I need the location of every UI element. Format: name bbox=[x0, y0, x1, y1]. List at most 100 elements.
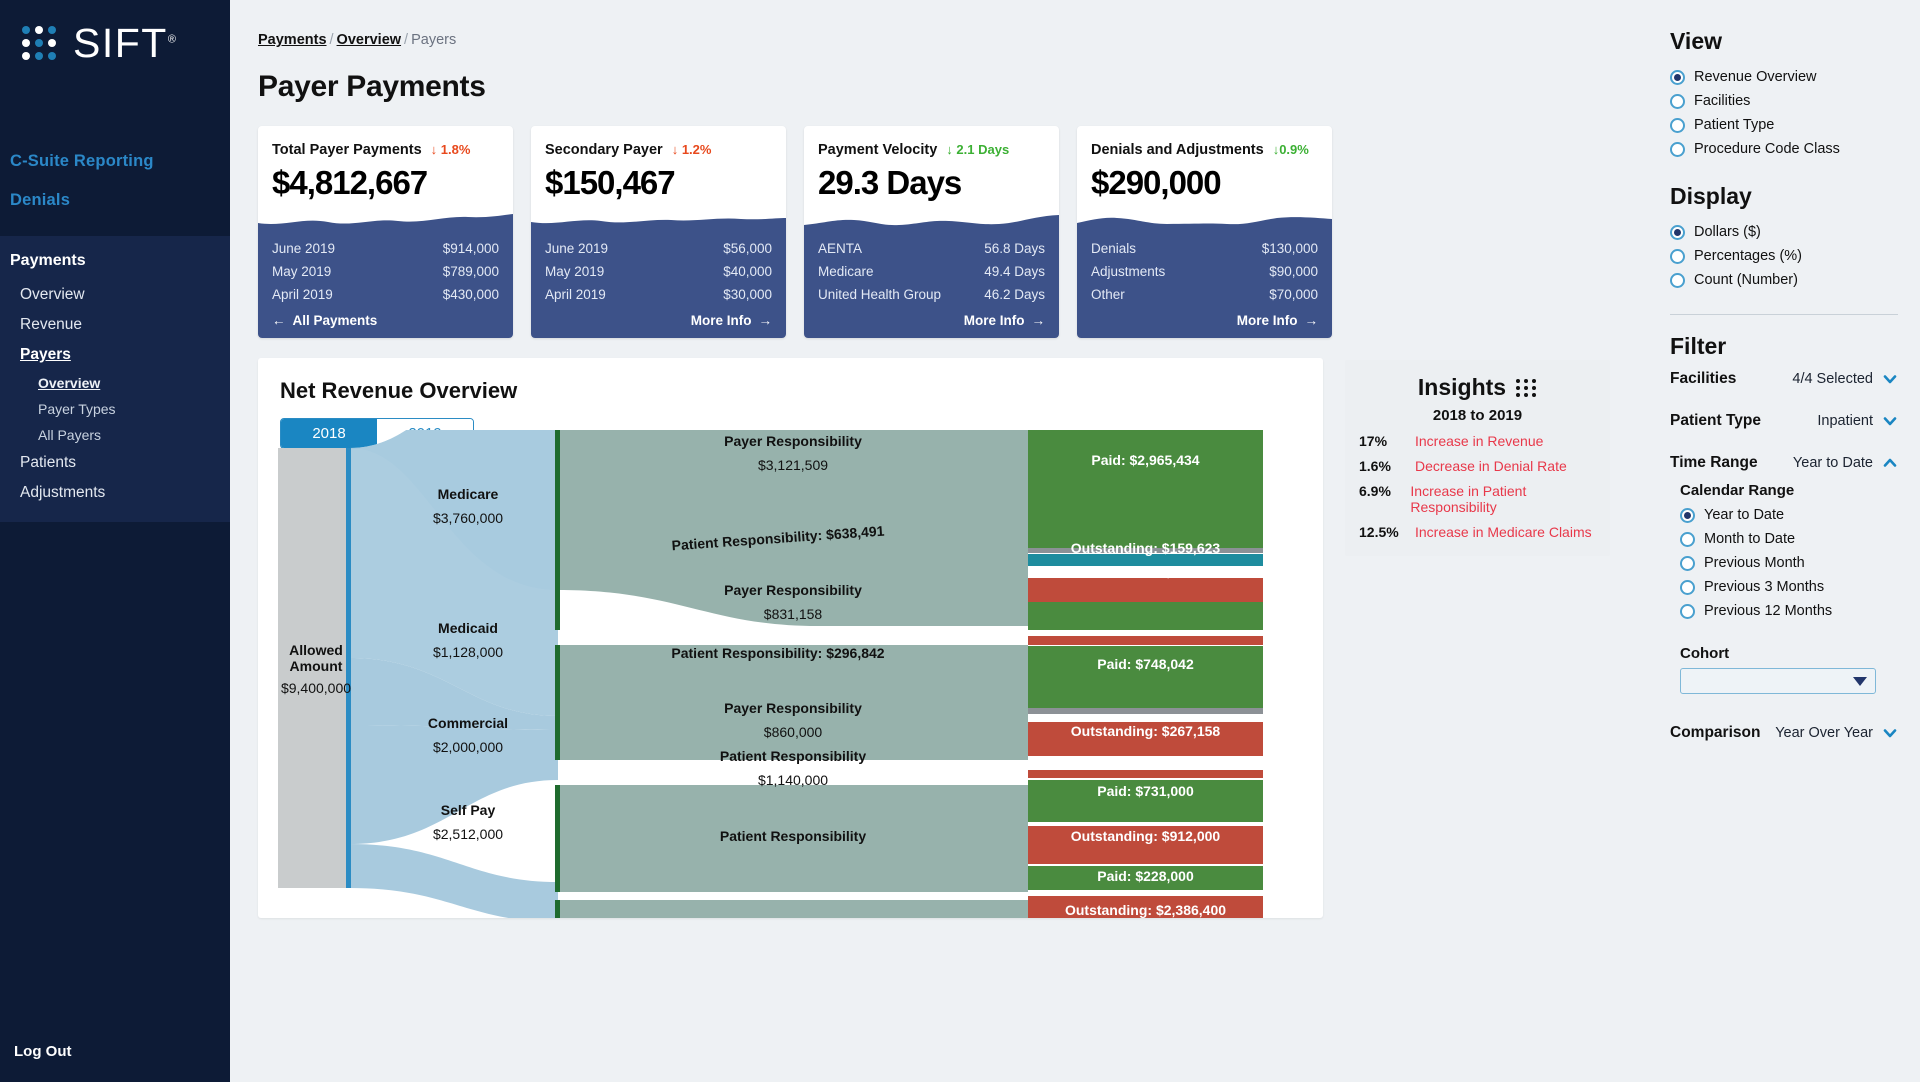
chevron-down-icon[interactable] bbox=[1882, 725, 1898, 741]
chevron-down-icon[interactable] bbox=[1882, 413, 1898, 429]
breadcrumb-overview[interactable]: Overview bbox=[336, 32, 402, 48]
sidebar-item-denials[interactable]: Denials bbox=[10, 191, 71, 209]
more-info-link[interactable]: More Info → bbox=[1236, 313, 1318, 328]
sankey-label-patient-resp-medicaid: Patient Responsibility: $296,842 bbox=[671, 645, 885, 661]
kpi-card-value: $290,000 bbox=[1091, 164, 1222, 201]
display-heading: Display bbox=[1670, 183, 1752, 209]
sankey-value-commercial: $2,000,000 bbox=[432, 739, 504, 755]
chevron-down-icon[interactable] bbox=[1882, 371, 1898, 387]
sankey-label-patient-resp-self-pay: Patient Responsibility bbox=[719, 828, 867, 844]
arrow-right-icon: → bbox=[758, 313, 773, 328]
radio-icon bbox=[1680, 531, 1695, 547]
kpi-detail-row: April 2019 $30,000 bbox=[545, 287, 772, 302]
sankey-outcome-paid-2: Paid: $478,868 bbox=[1097, 563, 1194, 579]
grid-dots-icon[interactable] bbox=[1516, 378, 1537, 397]
calendar-option-year-to-date[interactable]: Year to Date bbox=[1680, 503, 1898, 527]
kpi-delta-badge: ↓ 1.2% bbox=[671, 142, 712, 157]
breadcrumb-current: Payers bbox=[411, 32, 457, 48]
calendar-range-heading: Calendar Range bbox=[1680, 482, 1795, 499]
sankey-value-payer-resp-medicaid: $831,158 bbox=[763, 606, 823, 622]
radio-icon bbox=[1680, 603, 1695, 619]
filter-time-range[interactable]: Time Range Year to Date bbox=[1670, 454, 1898, 472]
radio-icon bbox=[1680, 579, 1695, 595]
more-info-link[interactable]: More Info → bbox=[690, 313, 773, 328]
kpi-detail-row: AENTA 56.8 Days bbox=[818, 241, 1045, 256]
radio-icon bbox=[1670, 224, 1685, 240]
kpi-card-secondary-payer[interactable]: Secondary Payer ↓ 1.2% $150,467 June 201… bbox=[531, 126, 786, 338]
sparkline-wave bbox=[804, 215, 1059, 235]
calendar-option-previous-12-months[interactable]: Previous 12 Months bbox=[1680, 599, 1898, 623]
sidebar-item-all-payers[interactable]: All Payers bbox=[38, 427, 102, 443]
sankey-value-medicaid: $1,128,000 bbox=[432, 644, 504, 660]
sankey-chart: Allowed Amount $9,400,000 Medicare $3,76… bbox=[258, 358, 1323, 918]
sidebar-item-payers-overview[interactable]: Overview bbox=[38, 375, 101, 391]
sidebar-item-adjustments[interactable]: Adjustments bbox=[20, 484, 106, 501]
kpi-card-list: Total Payer Payments ↓ 1.8% $4,812,667 J… bbox=[230, 104, 1650, 338]
view-option-patient-type[interactable]: Patient Type bbox=[1670, 113, 1898, 137]
breadcrumb: Payments / Overview / Payers bbox=[258, 32, 457, 48]
view-option-facilities[interactable]: Facilities bbox=[1670, 89, 1898, 113]
kpi-card-denials-and-adjustments[interactable]: Denials and Adjustments ↓0.9% $290,000 D… bbox=[1077, 126, 1332, 338]
sankey-label-payer-resp-medicaid: Payer Responsibility bbox=[724, 582, 862, 598]
sankey-node-allowed-amount bbox=[278, 448, 350, 888]
logout-button[interactable]: Log Out bbox=[14, 1043, 72, 1060]
view-option-procedure-code-class[interactable]: Procedure Code Class bbox=[1670, 137, 1898, 161]
sankey-value-allowed-amount: $9,400,000 bbox=[280, 680, 352, 696]
sankey-label-medicare: Medicare bbox=[437, 486, 499, 502]
cohort-label: Cohort bbox=[1680, 645, 1730, 662]
kpi-delta-badge: ↓ 1.8% bbox=[430, 142, 471, 157]
all-payments-link[interactable]: ← All Payments bbox=[272, 313, 378, 328]
kpi-card-value: 29.3 Days bbox=[818, 164, 962, 201]
kpi-card-payment-velocity[interactable]: Payment Velocity ↓ 2.1 Days 29.3 Days AE… bbox=[804, 126, 1059, 338]
radio-icon bbox=[1680, 555, 1695, 571]
radio-icon bbox=[1670, 248, 1685, 264]
cohort-select[interactable] bbox=[1680, 668, 1876, 694]
sidebar-item-revenue[interactable]: Revenue bbox=[20, 316, 83, 333]
arrow-left-icon: ← bbox=[272, 313, 286, 328]
kpi-detail-row: Denials $130,000 bbox=[1091, 241, 1318, 256]
display-option-count[interactable]: Count (Number) bbox=[1670, 268, 1898, 292]
insights-panel: Insights 2018 to 2019 17% Increase in Rev… bbox=[1345, 360, 1610, 556]
filter-patient-type[interactable]: Patient Type Inpatient bbox=[1670, 412, 1898, 430]
radio-icon bbox=[1680, 507, 1695, 523]
left-sidebar: SIFT® C-Suite Reporting Denials Payments… bbox=[0, 0, 230, 1082]
breadcrumb-payments[interactable]: Payments bbox=[258, 32, 327, 48]
sankey-outcome-outstanding-1: Outstanding: $159,623 bbox=[1070, 540, 1221, 556]
caret-down-icon bbox=[1853, 676, 1867, 686]
year-toggle-2018[interactable]: 2018 bbox=[281, 419, 377, 448]
view-option-revenue-overview[interactable]: Revenue Overview bbox=[1670, 65, 1898, 89]
sankey-label-allowed-amount: Allowed Amount bbox=[289, 642, 343, 674]
more-info-link[interactable]: More Info → bbox=[963, 313, 1046, 328]
sidebar-item-overview[interactable]: Overview bbox=[20, 286, 85, 303]
sidebar-item-payer-types[interactable]: Payer Types bbox=[38, 401, 116, 417]
kpi-card-value: $150,467 bbox=[545, 164, 676, 201]
calendar-option-previous-3-months[interactable]: Previous 3 Months bbox=[1680, 575, 1898, 599]
right-control-panel: View Revenue Overview Facilities Patient… bbox=[1650, 0, 1920, 1082]
radio-icon bbox=[1670, 141, 1685, 157]
kpi-delta-badge: ↓ 2.1 Days bbox=[946, 142, 1010, 157]
calendar-option-previous-month[interactable]: Previous Month bbox=[1680, 551, 1898, 575]
sidebar-item-patients[interactable]: Patients bbox=[20, 454, 77, 471]
kpi-detail-row: Medicare 49.4 Days bbox=[818, 264, 1045, 279]
sidebar-item-payers[interactable]: Payers bbox=[20, 346, 71, 363]
kpi-card-total-payer-payments[interactable]: Total Payer Payments ↓ 1.8% $4,812,667 J… bbox=[258, 126, 513, 338]
kpi-detail-row: June 2019 $914,000 bbox=[272, 241, 499, 256]
brand-logo[interactable]: SIFT® bbox=[0, 0, 230, 64]
kpi-delta-badge: ↓0.9% bbox=[1272, 142, 1309, 157]
sankey-label-payer-resp-commercial: Payer Responsibility bbox=[724, 700, 862, 716]
sankey-value-payer-resp-commercial: $860,000 bbox=[763, 724, 823, 740]
kpi-detail-row: June 2019 $56,000 bbox=[545, 241, 772, 256]
sankey-value-payer-resp-medicare: $3,121,509 bbox=[757, 457, 829, 473]
page-title: Payer Payments bbox=[258, 70, 486, 103]
brand-registered: ® bbox=[167, 32, 178, 45]
sidebar-item-c-suite-reporting[interactable]: C-Suite Reporting bbox=[10, 152, 154, 170]
sankey-label-payer-resp-medicare: Payer Responsibility bbox=[724, 433, 862, 449]
calendar-option-month-to-date[interactable]: Month to Date bbox=[1680, 527, 1898, 551]
kpi-card-title: Secondary Payer bbox=[545, 142, 663, 158]
display-option-percentages[interactable]: Percentages (%) bbox=[1670, 244, 1898, 268]
chevron-up-icon[interactable] bbox=[1882, 455, 1898, 471]
arrow-right-icon: → bbox=[1031, 313, 1046, 328]
display-option-dollars[interactable]: Dollars ($) bbox=[1670, 220, 1898, 244]
filter-comparison[interactable]: Comparison Year Over Year bbox=[1670, 724, 1898, 742]
filter-facilities[interactable]: Facilities 4/4 Selected bbox=[1670, 370, 1898, 388]
